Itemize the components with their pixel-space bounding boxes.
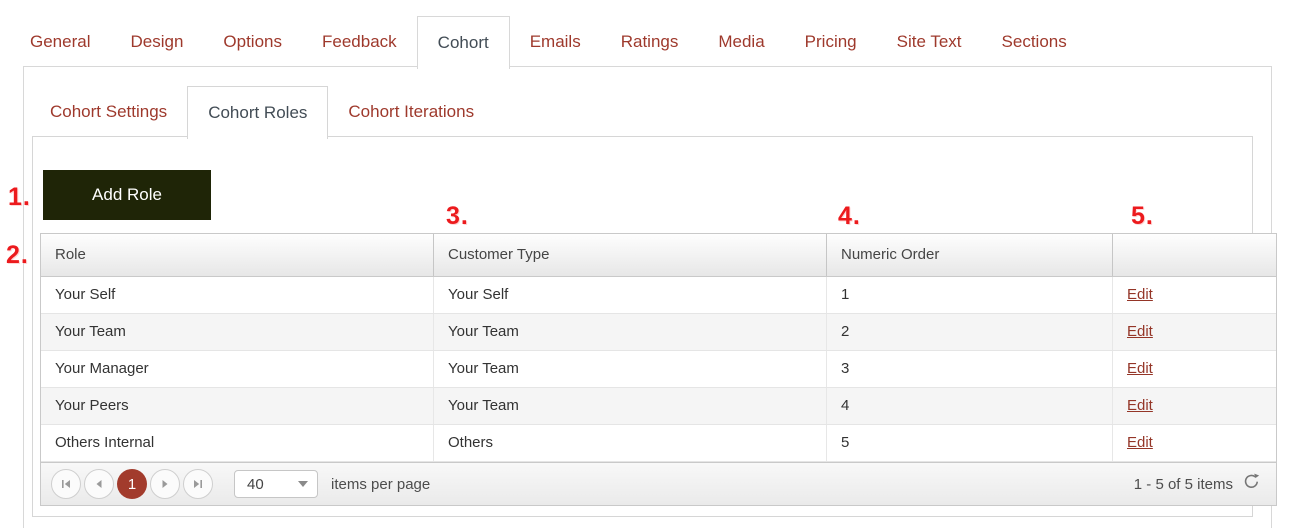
tab-emails[interactable]: Emails (529, 32, 581, 51)
numeric-order-cell: 1 (827, 277, 1113, 313)
next-page-button[interactable] (150, 469, 180, 499)
annotation-5: 5. (1131, 202, 1154, 230)
prev-page-icon (93, 478, 105, 490)
numeric-order-cell: 4 (827, 388, 1113, 424)
numeric-order-cell: 3 (827, 351, 1113, 387)
numeric-order-cell: 5 (827, 425, 1113, 461)
refresh-icon (1243, 473, 1260, 495)
items-per-page-label: items per page (331, 475, 431, 493)
current-page-button[interactable]: 1 (117, 469, 147, 499)
edit-link[interactable]: Edit (1127, 360, 1153, 377)
tab-general[interactable]: General (30, 32, 91, 51)
tab-design[interactable]: Design (130, 32, 184, 51)
table-row: Your Peers Your Team 4 Edit (41, 388, 1276, 425)
tab-sections[interactable]: Sections (1001, 32, 1067, 51)
main-tabstrip: General Design Options Feedback Cohort E… (10, 16, 1087, 69)
annotation-2: 2. (6, 241, 29, 269)
table-row: Your Team Your Team 2 Edit (41, 314, 1276, 351)
pager-bar: 1 40 items per page 1 - 5 of 5 items (41, 462, 1276, 505)
first-page-button[interactable] (51, 469, 81, 499)
prev-page-button[interactable] (84, 469, 114, 499)
tab-options[interactable]: Options (223, 32, 282, 51)
table-row: Your Manager Your Team 3 Edit (41, 351, 1276, 388)
last-page-button[interactable] (183, 469, 213, 499)
tab-site-text[interactable]: Site Text (896, 32, 962, 51)
last-page-icon (192, 478, 204, 490)
customer-type-cell: Your Team (434, 351, 827, 387)
roles-table: Role Customer Type Numeric Order Your Se… (40, 233, 1277, 506)
page-size-value: 40 (247, 475, 264, 493)
tab-media[interactable]: Media (718, 32, 765, 51)
numeric-order-cell: 2 (827, 314, 1113, 350)
page-size-dropdown[interactable]: 40 (234, 470, 318, 498)
subtab-cohort-iterations[interactable]: Cohort Iterations (348, 102, 475, 121)
tab-feedback[interactable]: Feedback (322, 32, 397, 51)
customer-type-cell: Others (434, 425, 827, 461)
customer-type-cell: Your Self (434, 277, 827, 313)
cohort-subtabstrip: Cohort Settings Cohort Roles Cohort Iter… (30, 86, 494, 139)
first-page-icon (60, 478, 72, 490)
column-header-customer-type: Customer Type (434, 234, 827, 276)
subtab-cohort-roles[interactable]: Cohort Roles (187, 86, 329, 139)
edit-link[interactable]: Edit (1127, 323, 1153, 340)
edit-link[interactable]: Edit (1127, 397, 1153, 414)
next-page-icon (159, 478, 171, 490)
tab-ratings[interactable]: Ratings (620, 32, 679, 51)
role-cell: Your Self (41, 277, 434, 313)
edit-link[interactable]: Edit (1127, 286, 1153, 303)
edit-link[interactable]: Edit (1127, 434, 1153, 451)
annotation-1: 1. (8, 183, 31, 211)
table-row: Your Self Your Self 1 Edit (41, 277, 1276, 314)
pager-range-label: 1 - 5 of 5 items (1133, 475, 1233, 493)
refresh-button[interactable] (1243, 473, 1260, 495)
column-header-role: Role (41, 234, 434, 276)
tab-cohort[interactable]: Cohort (416, 16, 510, 69)
customer-type-cell: Your Team (434, 314, 827, 350)
role-cell: Others Internal (41, 425, 434, 461)
add-role-button[interactable]: Add Role (43, 170, 211, 220)
role-cell: Your Peers (41, 388, 434, 424)
column-header-numeric-order: Numeric Order (827, 234, 1113, 276)
annotation-3: 3. (446, 202, 469, 230)
table-header-row: Role Customer Type Numeric Order (41, 234, 1276, 277)
dropdown-arrow-icon (298, 481, 308, 487)
role-cell: Your Manager (41, 351, 434, 387)
table-row: Others Internal Others 5 Edit (41, 425, 1276, 462)
tab-pricing[interactable]: Pricing (804, 32, 857, 51)
column-header-actions (1113, 234, 1276, 276)
role-cell: Your Team (41, 314, 434, 350)
customer-type-cell: Your Team (434, 388, 827, 424)
annotation-4: 4. (838, 202, 861, 230)
subtab-cohort-settings[interactable]: Cohort Settings (50, 102, 168, 121)
